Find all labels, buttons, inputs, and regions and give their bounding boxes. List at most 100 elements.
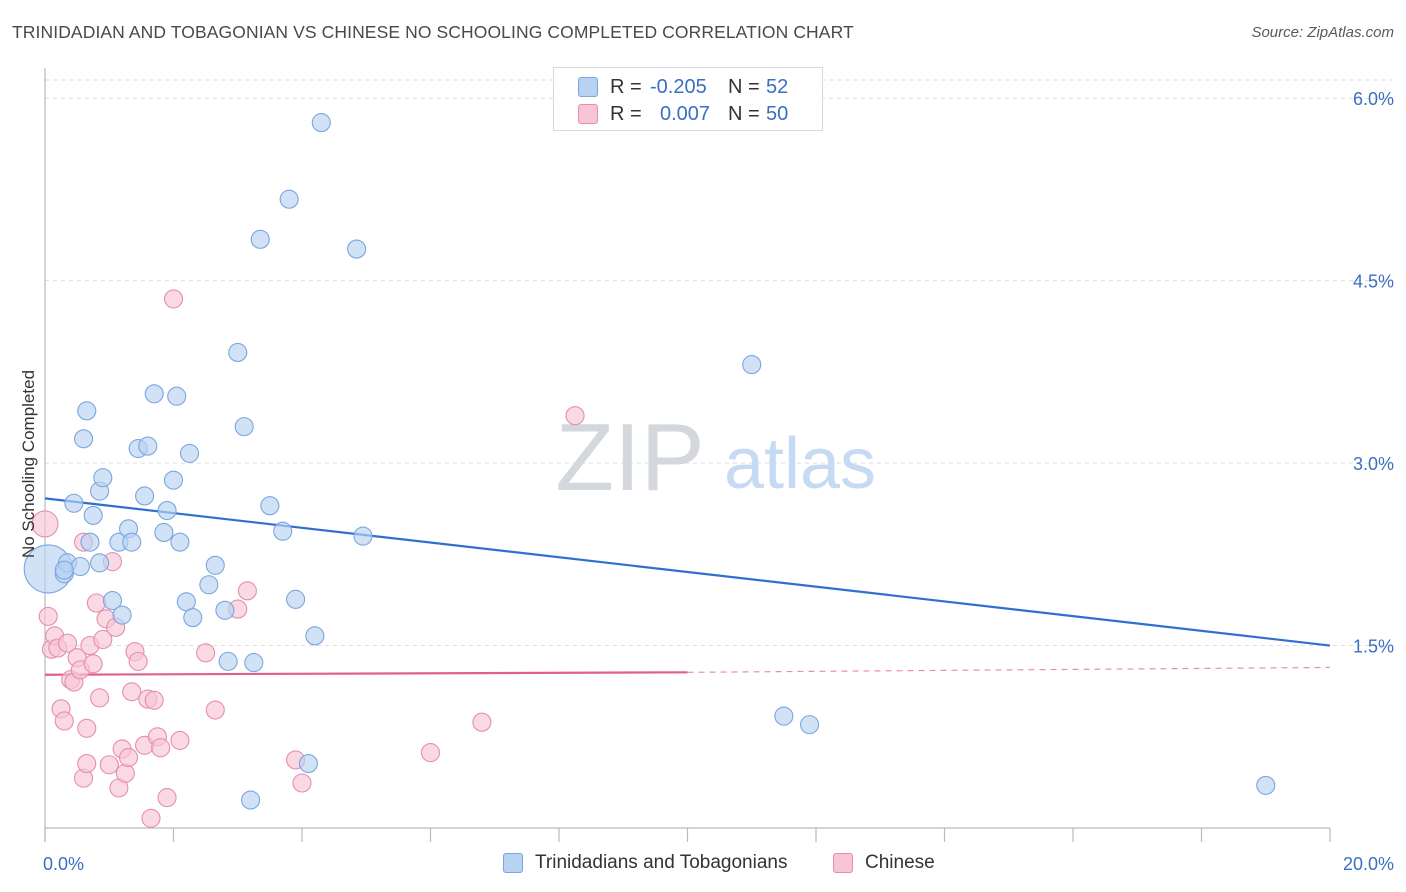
point-trinidadian bbox=[122, 532, 142, 552]
point-chinese bbox=[420, 743, 441, 763]
point-chinese bbox=[472, 712, 492, 732]
y-tick-label: 4.5% bbox=[1353, 272, 1394, 292]
x-tick-label: 20.0% bbox=[1343, 854, 1394, 874]
point-chinese bbox=[115, 763, 135, 783]
series-legend: Trinidadians and Tobagonians Chinese bbox=[0, 852, 1406, 878]
point-chinese bbox=[128, 651, 148, 671]
legend-row-trinidadian: R = -0.205 N = 52 bbox=[578, 75, 788, 99]
point-trinidadian bbox=[347, 239, 367, 259]
point-trinidadian bbox=[54, 560, 74, 580]
point-chinese bbox=[205, 700, 225, 720]
x-tick-label: 0.0% bbox=[43, 854, 84, 874]
point-trinidadian bbox=[353, 526, 373, 546]
point-chinese bbox=[83, 654, 103, 674]
point-trinidadian bbox=[800, 715, 820, 735]
point-chinese bbox=[57, 633, 78, 653]
y-tick-label: 1.5% bbox=[1353, 637, 1394, 657]
series-label-chinese: Chinese bbox=[865, 852, 935, 873]
point-trinidadian bbox=[260, 496, 280, 516]
legend-r-label: R = bbox=[610, 75, 642, 98]
data-points bbox=[23, 113, 1276, 828]
point-trinidadian bbox=[742, 355, 762, 375]
watermark-atlas: atlas bbox=[724, 424, 876, 504]
point-trinidadian bbox=[112, 605, 132, 625]
legend-swatch-pink bbox=[578, 104, 598, 124]
point-chinese bbox=[237, 581, 257, 601]
trend-line-chinese-extension bbox=[687, 666, 1331, 673]
point-chinese bbox=[292, 773, 312, 793]
point-chinese bbox=[77, 718, 97, 738]
legend-r-label: R = bbox=[610, 102, 642, 125]
legend-swatch-blue bbox=[578, 77, 598, 97]
point-trinidadian bbox=[154, 522, 174, 542]
chart-source: Source: ZipAtlas.com bbox=[1251, 24, 1394, 41]
legend-n-label: N = bbox=[728, 75, 760, 98]
point-trinidadian bbox=[167, 386, 187, 406]
point-trinidadian bbox=[215, 600, 235, 620]
y-axis-label: No Schooling Completed bbox=[19, 370, 38, 558]
point-trinidadian bbox=[1256, 775, 1276, 795]
point-chinese bbox=[196, 643, 216, 663]
series-label-trinidadian: Trinidadians and Tobagonians bbox=[535, 852, 788, 873]
point-chinese bbox=[54, 711, 74, 731]
point-trinidadian bbox=[286, 589, 306, 609]
trend-line-chinese bbox=[44, 671, 688, 676]
point-trinidadian bbox=[64, 493, 84, 513]
point-chinese bbox=[99, 755, 119, 775]
axes bbox=[44, 68, 1331, 842]
point-chinese bbox=[90, 688, 110, 708]
point-trinidadian bbox=[144, 384, 164, 404]
point-trinidadian bbox=[80, 532, 100, 552]
point-trinidadian bbox=[157, 501, 177, 521]
point-trinidadian bbox=[102, 591, 123, 611]
point-trinidadian bbox=[199, 575, 219, 595]
point-trinidadian bbox=[90, 553, 110, 573]
point-chinese bbox=[38, 606, 58, 626]
point-trinidadian bbox=[183, 608, 203, 628]
point-chinese bbox=[163, 289, 184, 309]
point-chinese bbox=[93, 629, 113, 650]
point-chinese bbox=[122, 682, 142, 702]
point-trinidadian bbox=[138, 436, 158, 456]
point-trinidadian bbox=[163, 470, 184, 490]
axis-labels: 1.5% 3.0% 4.5% 6.0% 0.0% 20.0% No Schooling Co… bbox=[19, 89, 1394, 874]
point-trinidadian bbox=[77, 401, 97, 421]
correlation-legend: R = -0.205 N = 52 R = 0.007 N = 50 bbox=[553, 67, 823, 131]
point-trinidadian bbox=[273, 521, 293, 541]
y-tick-label: 6.0% bbox=[1353, 89, 1394, 109]
legend-n-label: N = bbox=[728, 102, 760, 125]
point-chinese bbox=[157, 788, 177, 808]
point-chinese bbox=[151, 738, 171, 758]
point-chinese bbox=[77, 753, 97, 774]
point-trinidadian bbox=[83, 505, 103, 525]
series-swatch-pink bbox=[833, 853, 853, 873]
legend-r-value: -0.205 bbox=[650, 75, 707, 98]
point-trinidadian bbox=[279, 189, 299, 209]
legend-n-value: 52 bbox=[766, 75, 789, 98]
legend-row-chinese: R = 0.007 N = 50 bbox=[578, 102, 788, 126]
point-trinidadian bbox=[298, 753, 318, 774]
series-legend-chinese: Chinese bbox=[833, 852, 935, 874]
point-chinese bbox=[144, 690, 164, 710]
point-trinidadian bbox=[250, 229, 270, 249]
watermark: ZIP atlas bbox=[555, 404, 876, 511]
legend-r-value: 0.007 bbox=[660, 102, 711, 125]
point-trinidadian bbox=[70, 556, 90, 577]
point-chinese bbox=[118, 747, 139, 768]
series-legend-trinidadian: Trinidadians and Tobagonians bbox=[503, 852, 787, 874]
point-trinidadian bbox=[234, 417, 254, 437]
point-trinidadian bbox=[74, 429, 94, 449]
point-trinidadian bbox=[135, 486, 155, 506]
point-trinidadian bbox=[180, 443, 200, 463]
point-chinese bbox=[170, 730, 190, 750]
series-swatch-blue bbox=[503, 853, 523, 873]
point-trinidadian bbox=[218, 651, 238, 671]
legend-n-value: 50 bbox=[766, 102, 789, 125]
point-trinidadian bbox=[774, 706, 794, 726]
point-trinidadian bbox=[305, 626, 325, 646]
point-trinidadian bbox=[311, 113, 331, 133]
point-trinidadian bbox=[241, 790, 261, 810]
y-tick-label: 3.0% bbox=[1353, 454, 1394, 474]
chart-title: TRINIDADIAN AND TOBAGONIAN VS CHINESE NO… bbox=[12, 22, 854, 42]
